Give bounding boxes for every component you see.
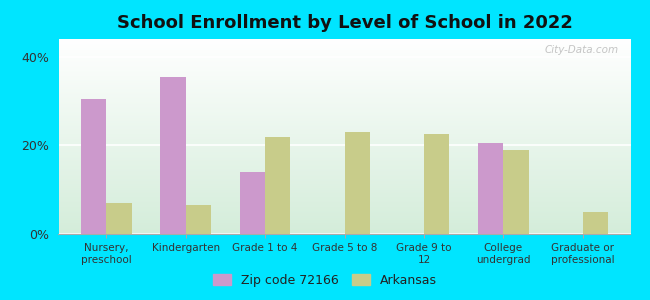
Bar xyxy=(240,172,265,234)
Bar xyxy=(265,136,291,234)
Bar xyxy=(503,150,529,234)
Bar xyxy=(478,143,503,234)
Bar xyxy=(186,205,211,234)
Bar xyxy=(583,212,608,234)
Title: School Enrollment by Level of School in 2022: School Enrollment by Level of School in … xyxy=(116,14,573,32)
Legend: Zip code 72166, Arkansas: Zip code 72166, Arkansas xyxy=(209,270,441,291)
Bar xyxy=(424,134,449,234)
Bar xyxy=(160,77,186,234)
Bar xyxy=(106,203,131,234)
Bar xyxy=(344,132,370,234)
Text: City-Data.com: City-Data.com xyxy=(545,45,619,55)
Bar xyxy=(81,99,106,234)
